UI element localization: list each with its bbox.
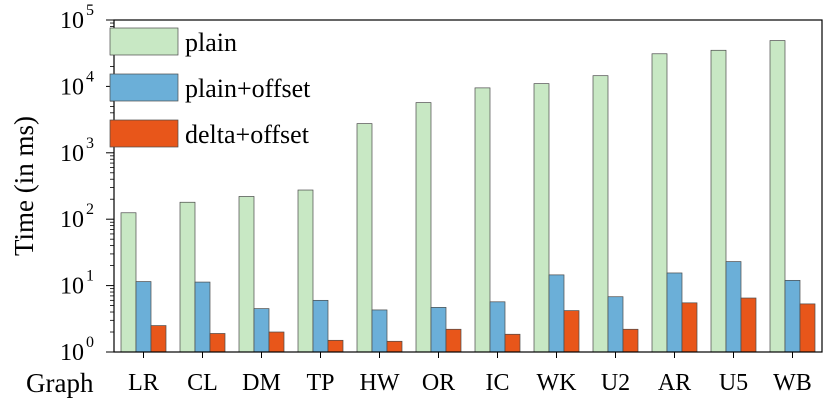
bar-plain-ic bbox=[474, 87, 491, 353]
x-tick-label-wk: WK bbox=[537, 370, 578, 396]
y-tick-exponent: 1 bbox=[86, 268, 94, 285]
x-axis-title: Graph bbox=[26, 368, 94, 398]
bar-delta-offset-or bbox=[445, 328, 462, 353]
bar-plain-dm bbox=[238, 196, 255, 353]
x-tick-label-wb: WB bbox=[773, 370, 812, 396]
bar-plain-offset-cl bbox=[194, 281, 211, 353]
y-tick-exponent: 3 bbox=[86, 135, 94, 152]
y-tick-label: 10 bbox=[60, 141, 84, 167]
bar-plain-offset-ar bbox=[666, 272, 683, 353]
y-tick-label: 10 bbox=[60, 340, 84, 366]
bar-plain-offset-wb bbox=[784, 279, 801, 353]
x-axis-ticks: LR CL DM TP HW OR IC WK U2 AR U5 WB bbox=[128, 352, 812, 396]
bar-plain-offset-ic bbox=[489, 301, 506, 353]
bar-delta-offset-tp bbox=[327, 339, 344, 353]
x-tick-label-tp: TP bbox=[306, 370, 334, 396]
bar-plain-offset-lr bbox=[135, 281, 152, 353]
legend-swatch-plain-offset bbox=[109, 73, 179, 102]
bars-group bbox=[120, 40, 816, 353]
x-tick-label-or: OR bbox=[422, 370, 455, 396]
legend-swatch-delta-offset bbox=[109, 119, 179, 148]
bar-delta-offset-hw bbox=[386, 340, 403, 353]
bar-delta-offset-ar bbox=[681, 302, 698, 353]
x-tick-label-u5: U5 bbox=[719, 370, 748, 396]
bar-plain-offset-u2 bbox=[607, 296, 624, 353]
bar-delta-offset-cl bbox=[209, 333, 226, 353]
y-tick-label: 10 bbox=[60, 274, 84, 300]
bar-plain-or bbox=[415, 102, 432, 353]
bar-plain-offset-hw bbox=[371, 309, 388, 353]
y-tick-exponent: 4 bbox=[86, 68, 94, 85]
bar-plain-u5 bbox=[710, 49, 727, 353]
bar-plain-wb bbox=[769, 40, 786, 353]
bar-delta-offset-lr bbox=[150, 325, 167, 353]
bar-plain-wk bbox=[533, 83, 550, 353]
bar-plain-offset-tp bbox=[312, 299, 329, 353]
bar-plain-cl bbox=[179, 201, 196, 353]
plot-frame bbox=[113, 19, 823, 353]
legend: plain plain+offset delta+offset bbox=[109, 27, 311, 149]
bar-plain-u2 bbox=[592, 75, 609, 353]
legend-label-plain-offset: plain+offset bbox=[185, 74, 311, 103]
bar-plain-hw bbox=[356, 123, 373, 353]
bar-delta-offset-dm bbox=[268, 331, 285, 353]
x-tick-label-hw: HW bbox=[360, 370, 400, 396]
y-tick-label: 10 bbox=[60, 74, 84, 100]
y-tick-label: 10 bbox=[60, 8, 84, 34]
y-axis-title: Time (in ms) bbox=[9, 116, 39, 256]
legend-swatch-plain bbox=[109, 27, 179, 56]
x-tick-label-lr: LR bbox=[128, 370, 159, 396]
bar-delta-offset-u5 bbox=[740, 297, 757, 353]
bar-plain-ar bbox=[651, 53, 668, 353]
bar-plain-offset-wk bbox=[548, 274, 565, 353]
y-tick-exponent: 0 bbox=[86, 334, 94, 351]
y-tick-label: 10 bbox=[60, 207, 84, 233]
x-tick-label-cl: CL bbox=[187, 370, 218, 396]
bar-plain-offset-u5 bbox=[725, 261, 742, 353]
x-tick-label-ic: IC bbox=[486, 370, 510, 396]
bar-delta-offset-u2 bbox=[622, 328, 639, 353]
legend-label-delta-offset: delta+offset bbox=[185, 120, 310, 149]
bar-plain-offset-dm bbox=[253, 308, 270, 353]
y-tick-exponent: 2 bbox=[86, 201, 94, 218]
legend-label-plain: plain bbox=[185, 28, 237, 57]
bar-plain-offset-or bbox=[430, 307, 447, 353]
bar-delta-offset-wk bbox=[563, 310, 580, 353]
y-tick-exponent: 5 bbox=[86, 2, 94, 19]
bar-plain-tp bbox=[297, 189, 314, 353]
x-tick-label-dm: DM bbox=[242, 370, 281, 396]
bar-delta-offset-ic bbox=[504, 333, 521, 353]
bar-plain-lr bbox=[120, 212, 137, 353]
x-tick-label-u2: U2 bbox=[601, 370, 630, 396]
bar-delta-offset-wb bbox=[799, 303, 816, 353]
x-tick-label-ar: AR bbox=[658, 370, 691, 396]
